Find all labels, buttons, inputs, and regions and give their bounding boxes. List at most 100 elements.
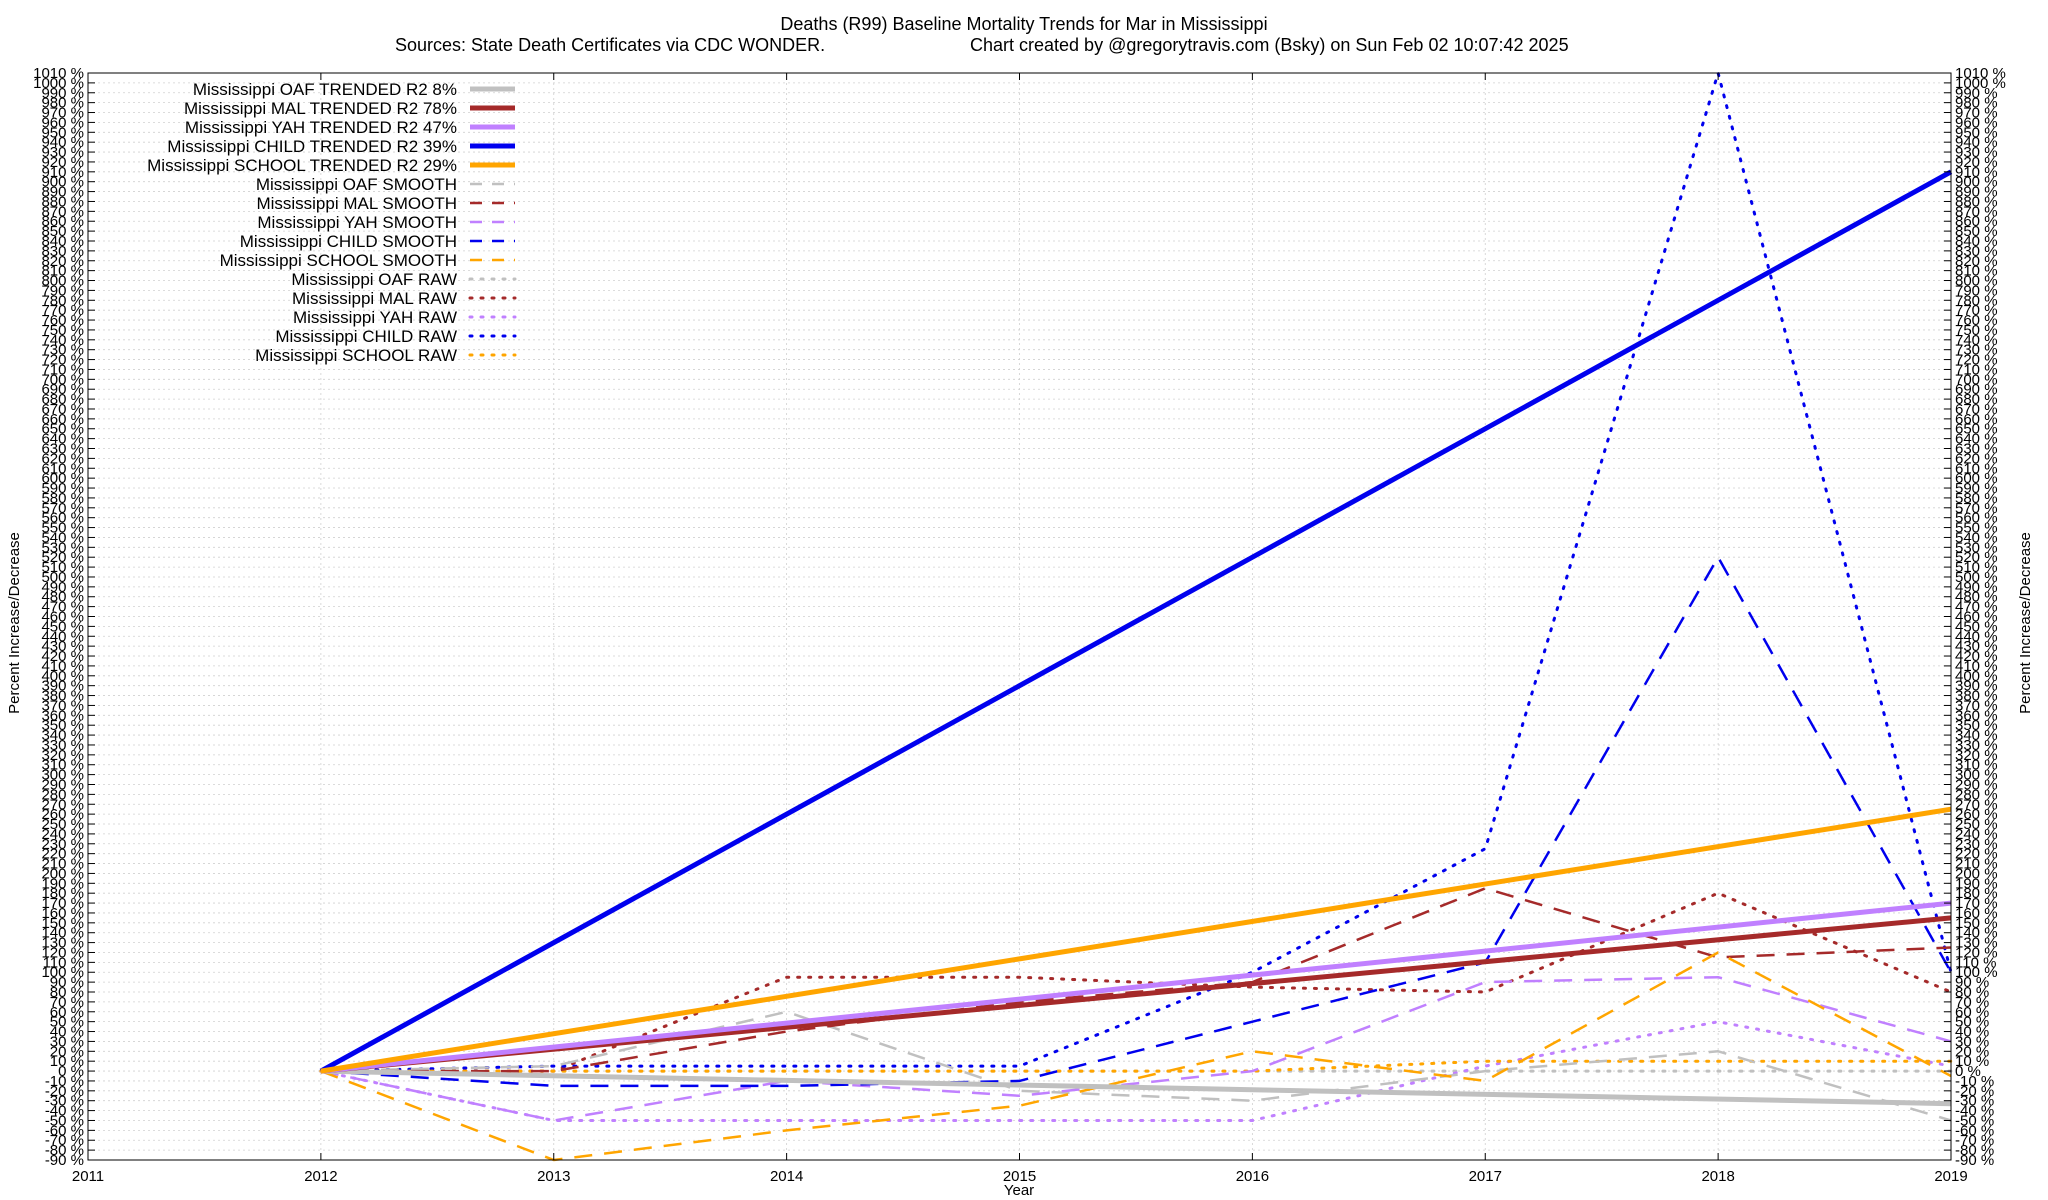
legend-label: Mississippi CHILD RAW (275, 327, 457, 346)
x-tick-label: 2011 (72, 1168, 104, 1185)
y-tick-label-left: -90 % (45, 1152, 84, 1169)
y-tick-label-right: 100 % (1955, 964, 1998, 981)
y-tick-label-right: 190 % (1955, 875, 1998, 892)
x-tick-label: 2017 (1469, 1168, 1502, 1185)
y-tick-label-left: 730 % (41, 342, 84, 359)
series-line-8 (320, 555, 1953, 1088)
y-tick-label-right: 850 % (1955, 223, 1998, 240)
legend-label: Mississippi YAH SMOOTH (257, 213, 457, 232)
y-tick-label-right: 680 % (1955, 391, 1998, 408)
y-tick-label-left: 420 % (41, 648, 84, 665)
y-tick-label-left: 240 % (41, 826, 84, 843)
y-tick-label-right: 660 % (1955, 411, 1998, 428)
series-line-7 (320, 975, 1952, 1122)
y-tick-label-right: -60 % (1955, 1122, 1994, 1139)
series-line-14 (319, 1059, 1953, 1073)
y-tick-label-left: 410 % (41, 658, 84, 675)
y-tick-label-left: 400 % (41, 668, 84, 685)
y-tick-label-right: -90 % (1955, 1152, 1994, 1169)
y-tick-label-left: 220 % (41, 846, 84, 863)
y-tick-label-right: 430 % (1955, 638, 1998, 655)
y-tick-label-right: 740 % (1955, 332, 1998, 349)
y-tick-label-right: 20 % (1955, 1043, 1989, 1060)
y-tick-label-left: 330 % (41, 737, 84, 754)
y-tick-label-right: 590 % (1955, 480, 1998, 497)
y-tick-label-right: 520 % (1955, 549, 1998, 566)
y-tick-label-right: 60 % (1955, 1004, 1989, 1021)
series-line-3 (319, 169, 1953, 1074)
y-tick-label-left: 630 % (41, 441, 84, 458)
y-tick-label-right: 930 % (1955, 144, 1998, 161)
y-tick-label-left: 290 % (41, 776, 84, 793)
y-tick-label-left: 700 % (41, 371, 84, 388)
series-line-9 (320, 951, 1952, 1162)
y-tick-label-left: 640 % (41, 431, 84, 448)
y-tick-label-right: 80 % (1955, 984, 1989, 1001)
y-tick-label-left: 50 % (50, 1014, 84, 1031)
y-tick-label-right: -30 % (1955, 1093, 1994, 1110)
y-tick-label-left: -20 % (45, 1083, 84, 1100)
y-tick-label-left: 680 % (41, 391, 84, 408)
y-tick-label-left: 930 % (41, 144, 84, 161)
y-tick-label-left: 500 % (41, 569, 84, 586)
legend-label: Mississippi SCHOOL TRENDED R2 29% (147, 156, 457, 175)
x-tick-label: 2016 (1236, 1168, 1269, 1185)
y-tick-label-right: 750 % (1955, 322, 1998, 339)
x-tick-label: 2013 (537, 1168, 570, 1185)
x-tick-label: 2019 (1934, 1168, 1967, 1185)
y-tick-label-right: 200 % (1955, 865, 1998, 882)
y-tick-label-right: 330 % (1955, 737, 1998, 754)
y-tick-label-left: 890 % (41, 184, 84, 201)
y-tick-label-left: 550 % (41, 520, 84, 537)
y-tick-label-right: 360 % (1955, 707, 1998, 724)
y-tick-label-left: 80 % (50, 984, 84, 1001)
y-tick-label-left: 210 % (41, 856, 84, 873)
y-tick-label-right: 540 % (1955, 529, 1998, 546)
y-tick-label-left: 690 % (41, 381, 84, 398)
y-tick-label-right: -10 % (1955, 1073, 1994, 1090)
legend-label: Mississippi OAF SMOOTH (256, 175, 457, 194)
y-tick-label-right: 610 % (1955, 460, 1998, 477)
y-tick-label-right: 900 % (1955, 174, 1998, 191)
y-tick-label-right: 910 % (1955, 164, 1998, 181)
y-tick-label-left: 720 % (41, 352, 84, 369)
y-tick-label-right: 820 % (1955, 253, 1998, 270)
y-tick-label-left: 860 % (41, 213, 84, 230)
y-tick-label-left: 800 % (41, 273, 84, 290)
legend-label: Mississippi MAL SMOOTH (256, 194, 457, 213)
y-tick-label-left: 230 % (41, 836, 84, 853)
x-tick-label: 2015 (1003, 1168, 1036, 1185)
y-tick-label-right: 980 % (1955, 95, 1998, 112)
y-tick-label-right: 920 % (1955, 154, 1998, 171)
series-line-11 (319, 891, 1953, 1073)
legend-label: Mississippi CHILD TRENDED R2 39% (167, 137, 457, 156)
y-tick-label-left: 900 % (41, 174, 84, 191)
y-tick-label-right: 870 % (1955, 203, 1998, 220)
y-tick-label-left: 740 % (41, 332, 84, 349)
y-tick-label-left: 650 % (41, 421, 84, 438)
y-tick-label-right: 40 % (1955, 1024, 1989, 1041)
y-tick-label-left: 90 % (50, 974, 84, 991)
legend: Mississippi OAF TRENDED R2 8%Mississippi… (147, 80, 517, 365)
series-line-0 (320, 1068, 1952, 1107)
y-tick-label-right: 950 % (1955, 124, 1998, 141)
legend-label: Mississippi CHILD SMOOTH (240, 232, 457, 251)
y-tick-label-right: 450 % (1955, 618, 1998, 635)
y-tick-label-right: -50 % (1955, 1112, 1994, 1129)
y-tick-label-right: 110 % (1955, 954, 1996, 971)
series-line-2 (320, 900, 1952, 1074)
y-tick-label-right: 640 % (1955, 431, 1998, 448)
y-tick-label-right: 0 % (1955, 1063, 1981, 1080)
legend-label: Mississippi MAL RAW (292, 289, 457, 308)
y-tick-label-left: 770 % (41, 302, 84, 319)
y-tick-label-right: 10 % (1955, 1053, 1989, 1070)
y-tick-label-right: 340 % (1955, 727, 1998, 744)
y-tick-label-right: 600 % (1955, 470, 1998, 487)
y-tick-label-left: 350 % (41, 717, 84, 734)
y-tick-label-right: 320 % (1955, 747, 1998, 764)
y-axis-right: -90 %-80 %-70 %-60 %-50 %-40 %-30 %-20 %… (1944, 65, 2006, 1169)
y-tick-label-left: 460 % (41, 609, 84, 626)
y-tick-label-right: 530 % (1955, 539, 1998, 556)
y-tick-label-right: 780 % (1955, 292, 1998, 309)
y-tick-label-right: 420 % (1955, 648, 1998, 665)
